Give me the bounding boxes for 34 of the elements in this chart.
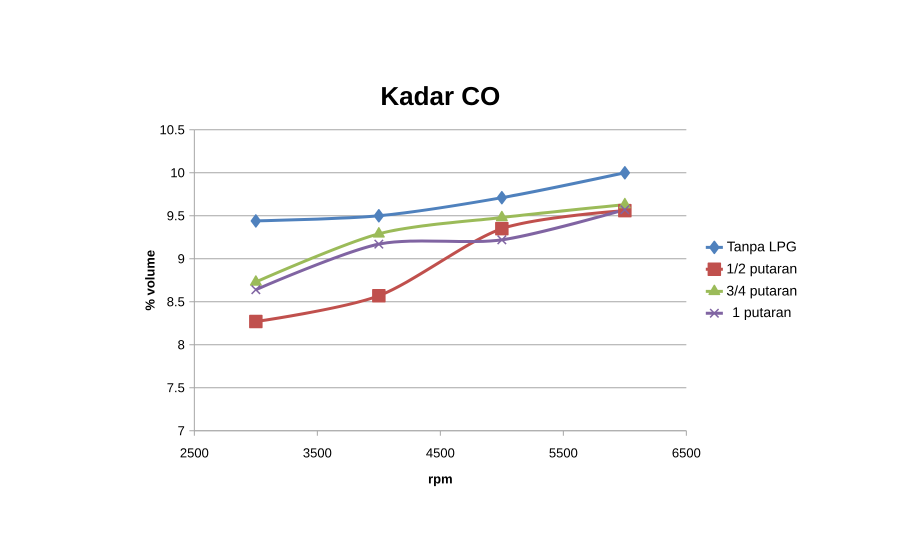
point — [249, 314, 263, 328]
y-tick-label: 10.5 — [160, 125, 184, 134]
point — [620, 166, 630, 180]
y-tick-label: 8 — [178, 340, 184, 350]
point — [496, 210, 508, 222]
y-tick-label: 8.5 — [167, 297, 184, 306]
y-tick-label: 9 — [178, 254, 184, 264]
point — [250, 214, 262, 228]
point — [620, 204, 630, 215]
point — [372, 288, 386, 302]
legend-label: 3/4 putaran — [726, 285, 796, 298]
legend-label: 1/2 putaran — [727, 263, 796, 276]
y-tick-label: 7.5 — [167, 383, 184, 392]
point — [374, 239, 384, 250]
point — [372, 227, 385, 238]
y-tick-label: 7 — [178, 426, 184, 436]
point — [250, 284, 261, 295]
point — [496, 190, 508, 204]
point — [496, 234, 507, 245]
x-tick-label: 2500 — [180, 448, 208, 458]
chart-title: Kadar CO — [382, 86, 500, 106]
point — [374, 209, 384, 223]
x-tick-label: 4500 — [426, 448, 454, 458]
legend-label: 1 putaran — [733, 307, 790, 320]
y-tick-label: 9.5 — [167, 211, 184, 220]
y-tick-label: 10 — [171, 168, 184, 178]
x-axis-title: rpm — [428, 476, 452, 486]
y-axis-title: % volume — [145, 250, 155, 310]
x-tick-label: 3500 — [303, 448, 332, 458]
point — [495, 222, 509, 236]
x-tick-label: 6500 — [672, 448, 700, 458]
point — [250, 275, 262, 286]
legend-label: Tanpa LPG — [727, 242, 796, 254]
x-tick-label: 5500 — [549, 448, 578, 458]
